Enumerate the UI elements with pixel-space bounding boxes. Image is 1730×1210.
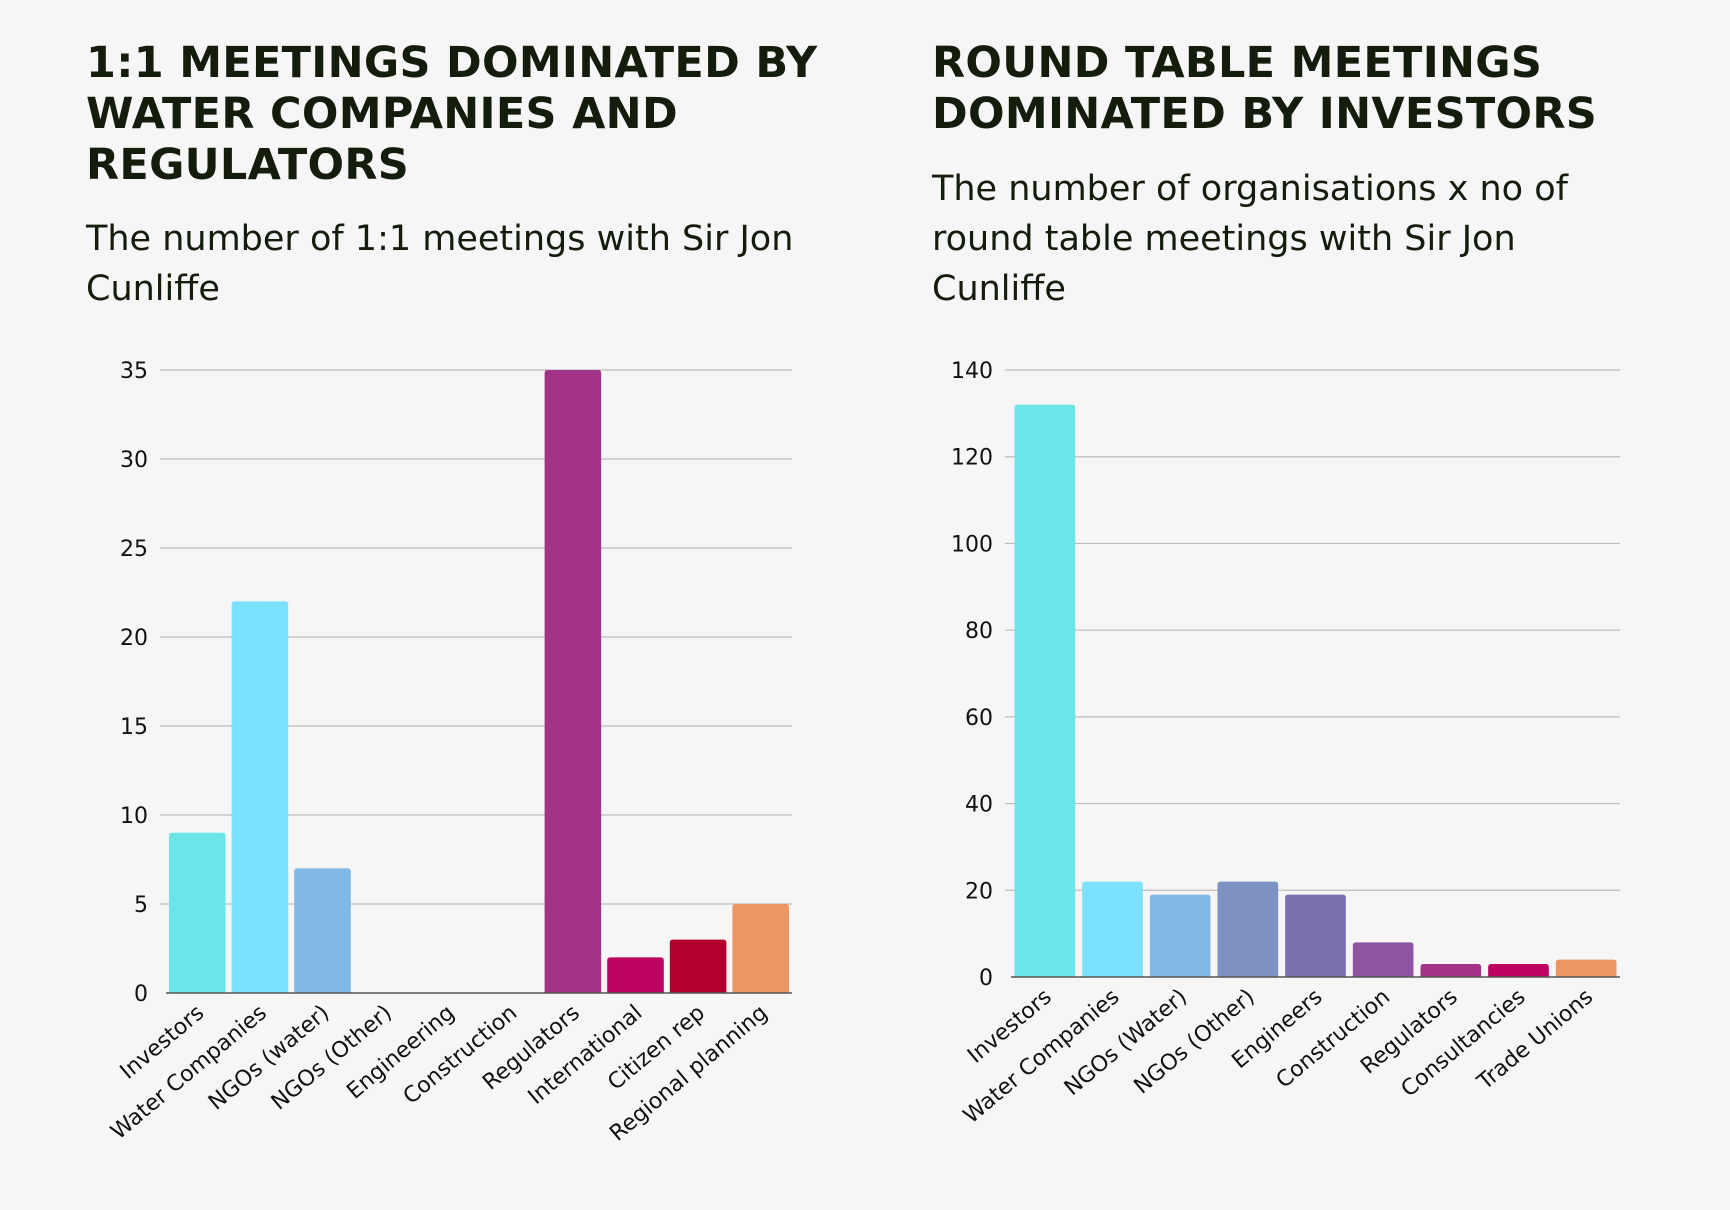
y-tick-label: 40	[965, 793, 993, 818]
y-tick-label: 20	[120, 626, 148, 651]
bar	[607, 957, 664, 993]
bar	[1352, 942, 1414, 977]
y-tick-label: 0	[134, 982, 148, 1007]
y-tick-label: 25	[120, 537, 148, 562]
y-tick-label: 20	[965, 879, 993, 904]
chart-subtitle-round-table: The number of organisations x no of roun…	[932, 169, 1568, 309]
y-tick-label: 30	[120, 448, 148, 473]
y-tick-label: 100	[951, 532, 993, 557]
chart-title-round-table: ROUND TABLE MEETINGS DOMINATED BY INVEST…	[932, 38, 1598, 139]
y-tick-label: 5	[134, 893, 148, 918]
bar	[669, 939, 727, 993]
x-category-label: NGOs (Other)	[1130, 984, 1260, 1099]
y-tick-label: 140	[951, 359, 993, 384]
y-tick-label: 0	[979, 966, 993, 991]
y-tick-label: 10	[120, 804, 148, 829]
y-tick-label: 15	[120, 715, 148, 740]
bar	[1420, 963, 1482, 977]
bar	[169, 832, 226, 993]
bar	[1014, 404, 1076, 978]
x-category-label: Trade Unions	[1472, 984, 1598, 1095]
bar	[1217, 881, 1279, 977]
bar	[294, 868, 351, 993]
bar	[1488, 963, 1549, 977]
bar	[1149, 894, 1211, 977]
bar	[544, 370, 602, 993]
x-category-label: Construction	[1272, 984, 1395, 1093]
bar	[1285, 894, 1346, 977]
chart-subtitle-one-to-one: The number of 1:1 meetings with Sir Jon …	[86, 219, 794, 309]
chart-title-one-to-one: 1:1 MEETINGS DOMINATED BY WATER COMPANIE…	[86, 38, 818, 190]
y-tick-label: 35	[120, 359, 148, 384]
bar	[231, 601, 289, 993]
y-tick-label: 80	[965, 619, 993, 644]
bar	[732, 904, 789, 993]
y-tick-label: 60	[965, 706, 993, 731]
x-category-label: NGOs (Water)	[1060, 984, 1192, 1101]
bar	[1082, 881, 1143, 977]
bar	[1555, 959, 1617, 977]
y-tick-label: 120	[951, 446, 993, 471]
